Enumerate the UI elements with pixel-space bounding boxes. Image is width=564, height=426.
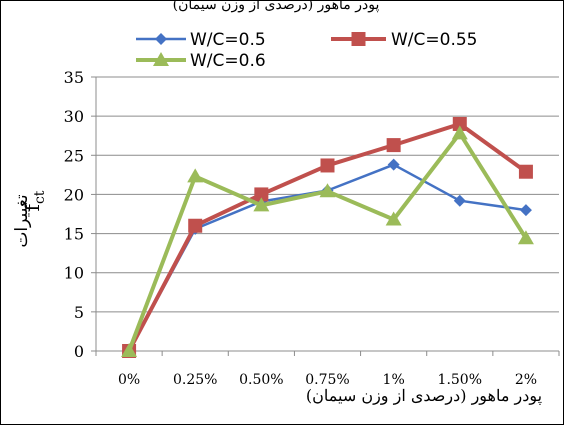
page-header-text: پودر ماهور (درصدی از وزن سیمان) [173, 1, 380, 13]
series-2 [121, 125, 534, 357]
data-point-1-4 [386, 138, 401, 153]
x-tick-label-6: 2% [515, 372, 537, 388]
data-point-2-6 [517, 230, 534, 245]
legend-entry-1: W/C=0.55 [331, 30, 478, 50]
x-tick-label-5: 1.50% [438, 372, 482, 388]
y-axis-label: تغییرات fct [12, 190, 48, 247]
y-axis-label-persian: تغییرات [12, 194, 32, 248]
data-point-1-5 [452, 116, 467, 131]
legend-marker-2 [153, 52, 169, 66]
data-point-2-5 [451, 125, 468, 140]
data-point-1-6 [518, 164, 533, 179]
legend-entry-2: W/C=0.6 [136, 51, 266, 71]
x-tick-label-0: 0% [118, 372, 140, 388]
y-tick-label-0: 0 [74, 342, 84, 361]
x-tick-label-1: 0.25% [173, 372, 217, 388]
legend-label-2: W/C=0.6 [190, 51, 266, 71]
legend-entry-0: W/C=0.5 [136, 30, 266, 50]
legend-marker-0 [155, 33, 167, 45]
legend-label-0: W/C=0.5 [190, 30, 266, 50]
x-axis-ticks: 0% 0.25% 0.50% 0.75% 1% 1.50% 2% [118, 372, 537, 388]
legend-label-1: W/C=0.55 [391, 30, 478, 50]
y-axis-label-subscript: ct [32, 190, 48, 204]
data-point-0-4 [387, 158, 400, 171]
data-point-0-6 [519, 204, 532, 217]
data-point-2-2 [253, 197, 270, 212]
data-point-0-5 [453, 194, 466, 207]
series-line-1 [127, 121, 528, 352]
y-axis-label-f: f [20, 202, 44, 211]
x-tick-label-4: 1% [383, 372, 405, 388]
legend-marker-1 [351, 32, 366, 46]
data-point-2-0 [121, 343, 138, 357]
y-axis-ticks: 0 5 10 15 20 25 30 35 [64, 68, 84, 361]
y-tick-label-5: 5 [74, 303, 84, 322]
axes [91, 76, 560, 356]
x-tick-label-2: 0.50% [239, 372, 283, 388]
data-point-2-1 [187, 168, 204, 183]
data-point-2-4 [385, 211, 402, 226]
y-tick-label-15: 15 [64, 225, 84, 244]
x-tick-label-3: 0.75% [305, 372, 349, 388]
legend: W/C=0.5 W/C=0.55 W/C=0.6 [136, 30, 478, 71]
x-axis-label: پودر ماهور (درصدی از وزن سیمان) [306, 386, 542, 405]
data-point-1-3 [320, 158, 335, 173]
data-point-1-2 [254, 187, 269, 202]
y-tick-label-10: 10 [64, 264, 84, 283]
data-point-2-3 [319, 183, 336, 198]
data-point-1-1 [188, 218, 203, 233]
data-series [121, 116, 534, 358]
y-tick-label-20: 20 [64, 185, 84, 204]
y-tick-label-35: 35 [64, 68, 84, 87]
y-axis-label-symbol: fct [20, 190, 48, 211]
y-tick-label-25: 25 [64, 146, 84, 165]
y-tick-label-30: 30 [64, 107, 84, 126]
